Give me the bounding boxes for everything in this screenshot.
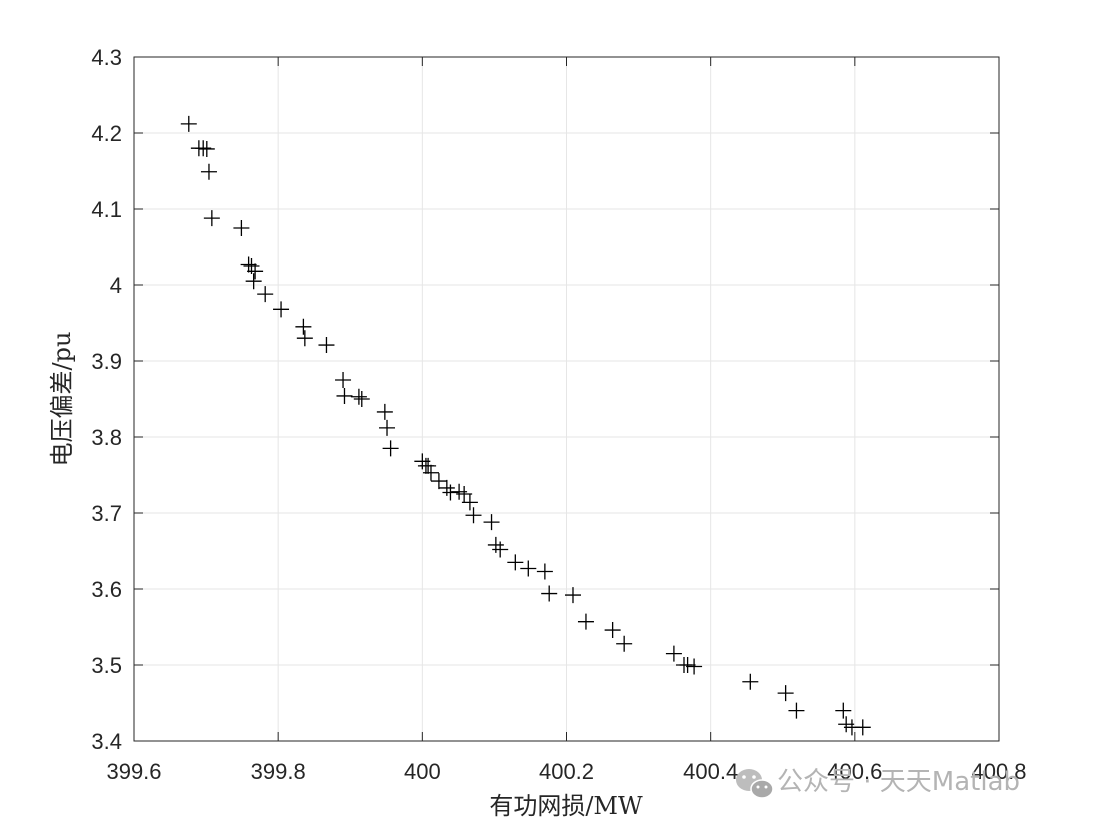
data-point bbox=[198, 140, 215, 157]
data-point bbox=[465, 507, 482, 524]
data-point bbox=[577, 613, 594, 630]
data-point bbox=[686, 658, 703, 675]
data-point bbox=[461, 494, 478, 511]
data-point bbox=[456, 486, 473, 502]
data-point bbox=[195, 140, 212, 157]
x-tick-label: 400.6 bbox=[827, 759, 882, 784]
wechat-icon bbox=[736, 769, 774, 799]
y-tick-label: 4.1 bbox=[91, 197, 122, 222]
y-tick-label: 3.8 bbox=[91, 425, 122, 450]
data-point bbox=[665, 645, 682, 662]
data-point bbox=[438, 479, 455, 496]
data-point bbox=[604, 622, 621, 639]
data-point bbox=[257, 286, 274, 303]
x-tick-label: 399.6 bbox=[106, 759, 161, 784]
plot-frame bbox=[133, 56, 1000, 742]
y-tick-label: 4.3 bbox=[91, 45, 122, 70]
data-point bbox=[536, 563, 553, 580]
x-tick-label: 400.8 bbox=[971, 759, 1026, 784]
data-point bbox=[273, 301, 290, 318]
data-point bbox=[492, 541, 509, 558]
y-tick-label: 3.4 bbox=[91, 729, 122, 754]
data-markers bbox=[180, 115, 871, 736]
x-tick-label: 399.8 bbox=[251, 759, 306, 784]
x-tick-labels: 399.6 399.8 400 400.2 400.4 400.6 400.8 bbox=[106, 759, 1026, 784]
x-axis-title: 有功网损/MW bbox=[489, 792, 643, 820]
data-point bbox=[507, 554, 524, 571]
data-point bbox=[835, 702, 852, 719]
data-point bbox=[442, 484, 459, 501]
data-point bbox=[430, 473, 447, 490]
x-tick-label: 400.2 bbox=[539, 759, 594, 784]
data-point bbox=[247, 263, 264, 280]
data-point bbox=[233, 220, 250, 236]
data-point bbox=[679, 657, 696, 673]
data-point bbox=[788, 702, 805, 719]
data-point bbox=[376, 403, 393, 420]
data-point bbox=[487, 536, 504, 553]
data-point bbox=[520, 560, 537, 577]
data-point bbox=[353, 391, 370, 407]
data-point bbox=[203, 210, 220, 227]
data-point bbox=[379, 419, 396, 436]
data-point bbox=[245, 273, 262, 290]
data-point bbox=[382, 440, 399, 457]
y-tick-label: 3.9 bbox=[91, 349, 122, 374]
data-point bbox=[200, 163, 217, 180]
y-axis-title: 电压偏差/pu bbox=[48, 332, 76, 467]
watermark-text: 公众号 · 天天Matlab bbox=[777, 767, 1020, 797]
y-tick-label: 4.2 bbox=[91, 121, 122, 146]
y-tick-label: 4 bbox=[110, 273, 122, 298]
watermark: 公众号 · 天天Matlab bbox=[736, 767, 1020, 799]
data-point bbox=[240, 256, 257, 273]
x-tick-label: 400 bbox=[404, 759, 441, 784]
data-point bbox=[296, 330, 313, 347]
data-point bbox=[295, 318, 312, 335]
data-point bbox=[483, 514, 500, 531]
data-point bbox=[777, 685, 794, 702]
data-point bbox=[564, 587, 581, 604]
data-point bbox=[180, 115, 197, 132]
data-point bbox=[616, 635, 633, 652]
y-tick-label: 3.7 bbox=[91, 501, 122, 526]
data-point bbox=[318, 337, 335, 354]
data-point bbox=[336, 387, 353, 404]
data-point bbox=[854, 719, 871, 736]
y-tick-labels: 3.4 3.5 3.6 3.7 3.8 3.9 4 4.1 4.2 4.3 bbox=[91, 45, 122, 754]
data-point bbox=[742, 673, 759, 690]
data-point bbox=[541, 585, 558, 602]
data-point bbox=[350, 388, 367, 405]
data-point bbox=[335, 372, 352, 388]
y-tick-label: 3.6 bbox=[91, 577, 122, 602]
y-tick-label: 3.5 bbox=[91, 653, 122, 678]
data-point bbox=[420, 457, 437, 474]
x-tick-label: 400.4 bbox=[683, 759, 738, 784]
data-point bbox=[422, 464, 439, 481]
